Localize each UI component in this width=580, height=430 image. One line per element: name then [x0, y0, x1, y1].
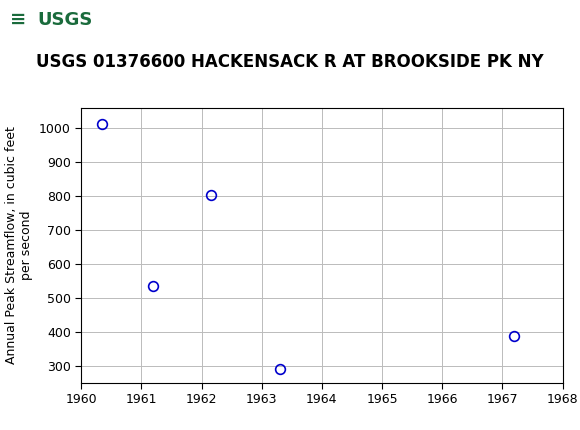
Text: ≡: ≡: [10, 10, 27, 29]
Y-axis label: Annual Peak Streamflow, in cubic feet
per second: Annual Peak Streamflow, in cubic feet pe…: [5, 126, 34, 364]
Text: USGS 01376600 HACKENSACK R AT BROOKSIDE PK NY: USGS 01376600 HACKENSACK R AT BROOKSIDE …: [36, 53, 544, 71]
FancyBboxPatch shape: [5, 3, 80, 37]
Text: USGS: USGS: [38, 11, 93, 29]
